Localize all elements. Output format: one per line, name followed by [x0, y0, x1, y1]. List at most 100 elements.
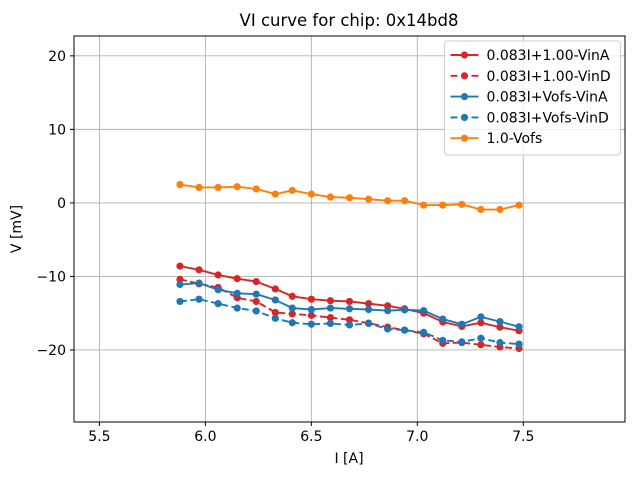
x-tick-label: 7.0 — [406, 429, 428, 445]
data-point-marker — [345, 321, 354, 329]
data-point-marker — [458, 320, 466, 328]
data-point-marker — [288, 304, 296, 312]
data-point-marker — [252, 185, 260, 193]
x-tick-label: 7.5 — [512, 429, 534, 445]
data-point-marker — [176, 262, 184, 270]
data-point-marker — [364, 195, 373, 203]
y-tick-label: 10 — [48, 122, 66, 138]
data-point-marker — [252, 277, 260, 286]
data-point-marker — [477, 341, 485, 349]
data-point-marker — [195, 183, 203, 192]
x-axis-label: I [A] — [334, 451, 363, 467]
legend-marker-sample — [460, 113, 469, 121]
y-tick-label: 20 — [48, 49, 66, 65]
data-point-marker — [515, 201, 523, 209]
legend-marker-sample — [460, 134, 469, 142]
data-point-marker — [326, 319, 335, 328]
data-point-marker — [233, 275, 241, 283]
data-point-marker — [496, 318, 504, 326]
data-point-marker — [176, 280, 184, 289]
data-point-marker — [345, 194, 354, 202]
data-point-marker — [384, 197, 392, 205]
y-tick-label: −20 — [36, 343, 66, 359]
data-point-marker — [477, 319, 485, 327]
legend-entry-label: 1.0-Vofs — [487, 131, 543, 147]
legend-entry-label: 0.083I+1.00-VinA — [487, 48, 610, 64]
data-point-marker — [271, 285, 279, 293]
data-point-marker — [477, 334, 485, 342]
data-point-marker — [252, 290, 260, 298]
data-point-marker — [214, 286, 222, 294]
data-point-marker — [233, 304, 241, 312]
data-point-marker — [345, 297, 354, 306]
data-point-marker — [345, 316, 354, 324]
series-line — [179, 278, 520, 350]
data-point-marker — [326, 297, 335, 305]
legend-marker-sample — [460, 72, 469, 80]
data-point-marker — [195, 279, 203, 287]
data-point-marker — [496, 338, 504, 347]
chart-title: VI curve for chip: 0x14bd8 — [240, 11, 459, 30]
data-point-marker — [288, 319, 296, 327]
data-point-marker — [345, 305, 354, 313]
data-point-marker — [458, 200, 466, 208]
data-point-marker — [307, 295, 315, 303]
data-point-marker — [307, 305, 315, 314]
data-point-marker — [364, 305, 373, 314]
data-point-marker — [307, 320, 315, 328]
data-point-marker — [384, 307, 392, 315]
x-tick-label: 5.5 — [88, 429, 110, 445]
data-point-marker — [271, 190, 279, 198]
data-point-marker — [214, 183, 222, 192]
data-point-marker — [401, 326, 409, 334]
grid-lines — [74, 36, 625, 422]
legend-marker-sample — [460, 51, 469, 59]
data-point-marker — [401, 306, 409, 314]
data-point-marker — [195, 295, 203, 303]
data-point-marker — [271, 314, 279, 322]
data-point-marker — [458, 338, 466, 346]
data-point-marker — [214, 300, 222, 308]
legend-marker-sample — [460, 93, 469, 101]
data-series — [176, 180, 523, 353]
data-point-marker — [477, 313, 485, 321]
data-point-marker — [477, 205, 485, 214]
data-point-marker — [176, 180, 184, 189]
data-point-marker — [420, 201, 428, 209]
x-tick-label: 6.5 — [300, 429, 322, 445]
data-point-marker — [439, 336, 447, 344]
data-point-marker — [307, 190, 315, 198]
data-point-marker — [420, 307, 428, 315]
axis-ticks: 5.5 6.0 6.5 7.0 7.5 20 10 0 −10 −20 — [36, 49, 534, 445]
data-point-marker — [176, 275, 184, 283]
data-point-marker — [307, 311, 315, 319]
data-point-marker — [195, 266, 203, 274]
data-point-marker — [496, 323, 504, 331]
data-point-marker — [364, 300, 373, 308]
data-point-marker — [176, 297, 184, 306]
legend: 0.083I+1.00-VinA 0.083I+1.00-VinD 0.083I+V… — [444, 40, 621, 156]
y-tick-label: −10 — [36, 269, 66, 285]
data-point-marker — [271, 308, 279, 317]
data-point-marker — [214, 271, 222, 279]
x-tick-label: 6.0 — [194, 429, 216, 445]
data-point-marker — [515, 340, 523, 348]
data-point-marker — [420, 328, 428, 336]
data-point-marker — [271, 296, 279, 304]
axes-frame — [73, 35, 626, 423]
data-point-marker — [401, 197, 409, 205]
data-point-marker — [326, 313, 335, 322]
data-point-marker — [288, 310, 296, 318]
axes-spines — [73, 35, 626, 423]
legend-entry-label: 0.083I+1.00-VinD — [487, 69, 611, 85]
y-tick-label: 0 — [57, 196, 66, 212]
data-point-marker — [496, 205, 504, 214]
legend-entry-label: 0.083I+Vofs-VinD — [487, 110, 609, 126]
data-point-marker — [288, 292, 296, 300]
data-point-marker — [515, 323, 523, 331]
data-point-marker — [364, 319, 373, 328]
data-point-marker — [288, 186, 296, 194]
legend-box — [444, 40, 621, 156]
